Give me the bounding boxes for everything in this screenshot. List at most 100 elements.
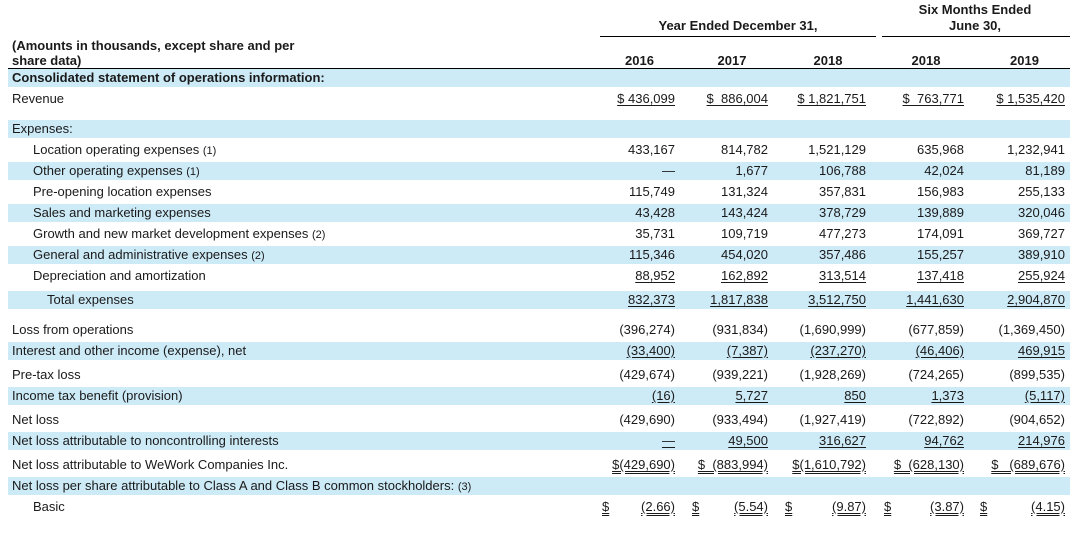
row-band [8, 387, 1070, 405]
cell-value: (724,265) [908, 367, 964, 382]
cell-value: 1,677 [735, 163, 768, 178]
row-label: Total expenses [47, 292, 134, 307]
row-label-text: Pre-tax loss [12, 367, 81, 382]
cell-value: 369,727 [1018, 226, 1065, 241]
cell-value: $ 763,771 [902, 91, 964, 106]
row-label: General and administrative expenses (2) [33, 247, 265, 262]
cell-value: 162,892 [721, 268, 768, 283]
cell-value: (4.15) [1031, 499, 1065, 514]
cell-value: 5,727 [735, 388, 768, 403]
row-band [8, 291, 1070, 309]
cell-value: 1,441,630 [906, 292, 964, 307]
cell-value: $ (628,130) [893, 457, 964, 472]
row-label-text: Income tax benefit (provision) [12, 388, 183, 403]
cell-value: $ 1,535,420 [996, 91, 1065, 106]
currency-symbol: $ [980, 499, 988, 514]
header-bottom-rule [8, 68, 1070, 69]
cell-value: 469,915 [1018, 343, 1065, 358]
cell-value: (2.66) [641, 499, 675, 514]
row-label: Depreciation and amortization [33, 268, 206, 283]
row-label-text: Basic [33, 499, 65, 514]
row-band [8, 432, 1070, 450]
cell-value: (429,690) [619, 412, 675, 427]
cell-value: 115,749 [628, 184, 675, 199]
cell-value: 316,627 [819, 433, 866, 448]
cell-value: (429,674) [619, 367, 675, 382]
row-label: Sales and marketing expenses [33, 205, 211, 220]
cell-value: (722,892) [908, 412, 964, 427]
year-ended-header: Year Ended December 31, [658, 18, 818, 33]
footnote-ref: (1) [186, 166, 200, 178]
cell-value: 42,024 [924, 163, 964, 178]
currency-symbol: $ [692, 499, 700, 514]
cell-value: (939,221) [712, 367, 768, 382]
currency-symbol: $ [602, 499, 610, 514]
cell-value: (46,406) [915, 343, 964, 358]
cell-value: 850 [844, 388, 866, 403]
row-label-text: Expenses: [12, 121, 73, 136]
cell-value: 106,788 [819, 163, 866, 178]
cell-value: (1,927,419) [799, 412, 867, 427]
column-header-3: 2018 [911, 53, 941, 68]
amounts-note-line1: (Amounts in thousands, except share and … [12, 38, 295, 53]
cell-value: 357,486 [819, 247, 866, 262]
cell-value: 131,324 [721, 184, 768, 199]
cell-value: (1,369,450) [998, 322, 1066, 337]
cell-value: (933,494) [712, 412, 768, 427]
row-label: Net loss attributable to WeWork Companie… [12, 457, 288, 472]
cell-value: (3.87) [930, 499, 964, 514]
cell-value: 313,514 [819, 268, 866, 283]
section-title-band [8, 69, 1070, 87]
row-band [8, 477, 1070, 495]
cell-value: 1,373 [931, 388, 964, 403]
row-label-text: Revenue [12, 91, 65, 106]
cell-value: 814,782 [721, 142, 768, 157]
row-label-text: Location operating expenses [33, 142, 200, 157]
cell-value: 43,428 [635, 205, 675, 220]
cell-value: $ 436,099 [617, 91, 675, 106]
row-label-text: Growth and new market development expens… [33, 226, 309, 241]
cell-value: $ 1,821,751 [797, 91, 866, 106]
cell-value: (9.87) [832, 499, 866, 514]
cell-value: 35,731 [635, 226, 675, 241]
cell-value: $(1,610,792) [792, 457, 866, 472]
cell-value: 378,729 [819, 205, 866, 220]
cell-value: 389,910 [1018, 247, 1065, 262]
row-label: Location operating expenses (1) [33, 142, 216, 157]
cell-value: 174,091 [917, 226, 964, 241]
cell-value: 115,346 [628, 247, 675, 262]
row-label: Loss from operations [12, 322, 133, 337]
cell-value: $ 886,004 [706, 91, 768, 106]
cell-value: 81,189 [1025, 163, 1065, 178]
row-label: Net loss attributable to noncontrolling … [12, 433, 279, 448]
column-header-1: 2017 [717, 53, 747, 68]
cell-value: 156,983 [917, 184, 964, 199]
row-label-text: Interest and other income (expense), net [12, 343, 247, 358]
cell-value: 320,046 [1018, 205, 1065, 220]
cell-value: (931,834) [712, 322, 768, 337]
cell-value: 255,133 [1018, 184, 1065, 199]
row-label-text: Loss from operations [12, 322, 134, 337]
column-header-2: 2018 [813, 53, 843, 68]
cell-value: (904,652) [1009, 412, 1065, 427]
row-label-text: Net loss attributable to noncontrolling … [12, 433, 279, 448]
cell-value: 454,020 [721, 247, 768, 262]
row-label: Basic [33, 499, 65, 514]
cell-value: $(429,690) [612, 457, 675, 472]
row-band [8, 162, 1070, 180]
cell-value: 3,512,750 [808, 292, 866, 307]
cell-value: 214,976 [1018, 433, 1065, 448]
row-label: Income tax benefit (provision) [12, 388, 183, 403]
row-band [8, 120, 1070, 138]
cell-value: — [662, 163, 675, 178]
row-label-text: Net loss attributable to WeWork Companie… [12, 457, 289, 472]
currency-symbol: $ [884, 499, 892, 514]
row-label: Net loss [12, 412, 59, 427]
cell-value: $ (883,994) [697, 457, 768, 472]
cell-value: 155,257 [917, 247, 964, 262]
cell-value: (16) [651, 388, 675, 403]
footnote-ref: (1) [202, 145, 217, 157]
cell-value: (5.54) [734, 499, 768, 514]
cell-value: 137,418 [917, 268, 964, 283]
cell-value: — [662, 433, 675, 448]
